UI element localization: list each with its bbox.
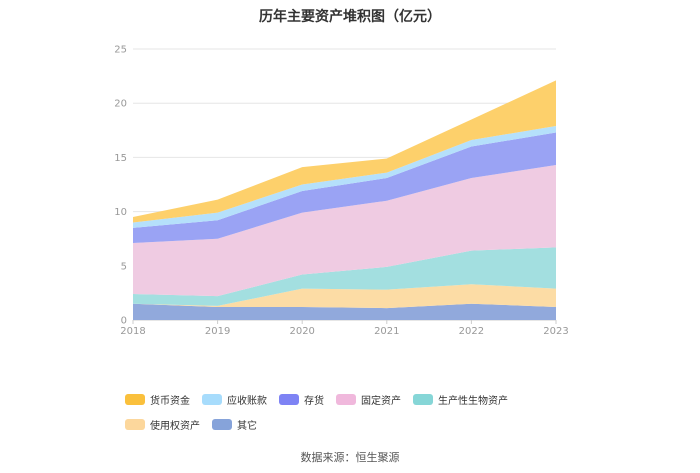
x-axis-ticks: 2018 2019 2020 2021 2022 2023: [120, 320, 569, 337]
area-series-2: [133, 247, 556, 306]
area-series-group: [133, 80, 556, 320]
legend-item[interactable]: 固定资产: [336, 392, 401, 407]
legend-item[interactable]: 存货: [279, 392, 324, 407]
legend: 货币资金 应收账款 存货 固定资产 生产性生物资产使用权资产 其它: [125, 390, 595, 440]
legend-swatch: [336, 394, 356, 405]
y-tick-label: 0: [121, 316, 127, 327]
x-tick-label: 2023: [543, 326, 568, 337]
legend-item[interactable]: 使用权资产: [125, 417, 200, 432]
area-series-1: [133, 284, 556, 309]
y-tick-label: 10: [114, 207, 127, 218]
area-series-0: [133, 303, 556, 320]
area-series-4: [133, 132, 556, 244]
data-source: 数据来源：恒生聚源: [300, 451, 400, 464]
legend-item[interactable]: 其它: [212, 417, 257, 432]
legend-item[interactable]: 应收账款: [202, 392, 267, 407]
legend-item[interactable]: 货币资金: [125, 392, 190, 407]
x-tick-label: 2020: [289, 326, 314, 337]
legend-swatch: [125, 419, 145, 430]
area-series-5: [133, 125, 556, 228]
area-series-3: [133, 164, 556, 297]
legend-label: 货币资金: [150, 396, 190, 407]
x-tick-label: 2018: [120, 326, 145, 337]
y-tick-label: 5: [121, 261, 127, 272]
legend-label: 使用权资产: [150, 421, 200, 432]
x-tick-label: 2022: [459, 326, 484, 337]
legend-label: 存货: [304, 396, 324, 407]
legend-label: 应收账款: [227, 396, 267, 407]
legend-item[interactable]: 生产性生物资产: [413, 392, 508, 407]
y-tick-label: 25: [114, 45, 127, 56]
legend-swatch: [202, 394, 222, 405]
x-tick-label: 2021: [374, 326, 399, 337]
chart-title: 历年主要资产堆积图（亿元）: [259, 9, 441, 25]
legend-label: 固定资产: [361, 396, 401, 407]
legend-label: 其它: [237, 421, 257, 432]
y-axis-ticks: 0 5 10 15 20 25: [114, 45, 127, 327]
legend-swatch: [413, 394, 433, 405]
legend-swatch: [279, 394, 299, 405]
legend-label: 生产性生物资产: [438, 396, 508, 407]
x-tick-label: 2019: [205, 326, 230, 337]
y-tick-label: 20: [114, 99, 127, 110]
legend-swatch: [125, 394, 145, 405]
y-tick-label: 15: [114, 153, 127, 164]
legend-swatch: [212, 419, 232, 430]
